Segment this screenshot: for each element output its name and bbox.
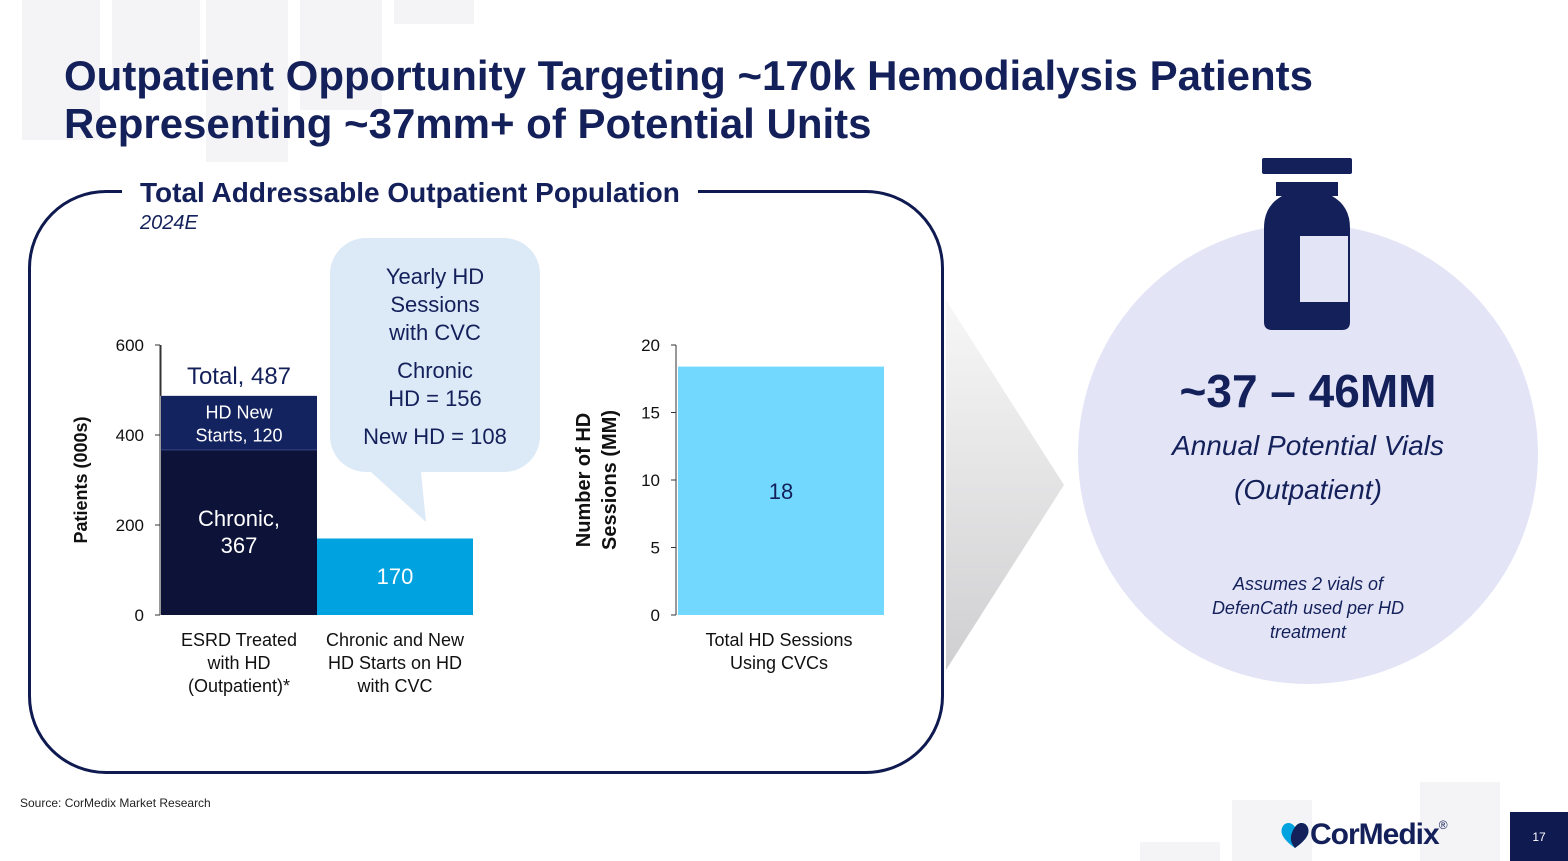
- bubble-line: HD = 156: [388, 386, 482, 411]
- y-tick-label: 0: [135, 606, 144, 625]
- title-line-2: Representing ~37mm+ of Potential Units: [64, 100, 872, 147]
- bar-data-label: HD New: [205, 402, 273, 422]
- background-block: [22, 0, 100, 140]
- y-tick-label: 5: [651, 539, 660, 558]
- background-block: [300, 0, 382, 110]
- background-block: [112, 0, 200, 80]
- panel-title: Total Addressable Outpatient Population: [140, 177, 680, 208]
- bubble-line: Sessions: [390, 292, 480, 317]
- assumption-line: treatment: [1269, 622, 1347, 642]
- x-category-label: Total HD Sessions: [705, 630, 852, 650]
- bar-data-label: Chronic,: [198, 506, 280, 531]
- x-category-label: with CVC: [356, 676, 432, 696]
- bubble-line: Yearly HD: [385, 264, 485, 289]
- vials-range: ~37 – 46MM: [1179, 365, 1437, 417]
- background-block: [1140, 842, 1220, 861]
- x-category-label: Using CVCs: [730, 653, 828, 673]
- background-block: [394, 0, 474, 24]
- x-category-label: ESRD Treated: [181, 630, 297, 650]
- bar-segment: [161, 449, 317, 615]
- source-note: Source: CorMedix Market Research: [20, 796, 211, 810]
- x-category-label: (Outpatient)*: [188, 676, 290, 696]
- cormedix-logo-icon: [1281, 822, 1309, 848]
- bar-data-label: Starts, 120: [195, 425, 282, 445]
- x-category-label: HD Starts on HD: [328, 653, 462, 673]
- assumption-line: DefenCath used per HD: [1211, 598, 1405, 618]
- y-tick-label: 10: [641, 471, 660, 490]
- panel-subtitle: 2024E: [140, 212, 198, 234]
- panel-title-wrap: Total Addressable Outpatient Population: [122, 176, 698, 210]
- background-block: [1420, 782, 1500, 861]
- bubble-line: with CVC: [389, 320, 481, 345]
- bar-data-label: 18: [769, 479, 793, 504]
- y-axis-label: Sessions (MM): [599, 410, 621, 550]
- y-axis-label: Number of HD: [573, 413, 595, 547]
- bar-data-label: 170: [377, 564, 414, 589]
- y-axis-label: Patients (000s): [71, 416, 91, 543]
- y-tick-label: 400: [116, 426, 144, 445]
- cormedix-logo-text: CorMedix®: [1310, 818, 1448, 852]
- vial-icon: [1262, 158, 1352, 330]
- total-annotation: Total, 487: [187, 363, 291, 390]
- vials-label-line-2: (Outpatient): [1234, 474, 1382, 505]
- assumption-line: Assumes 2 vials of: [1232, 574, 1384, 594]
- y-tick-label: 15: [641, 404, 660, 423]
- bubble-line: Chronic: [397, 358, 473, 383]
- y-tick-label: 0: [651, 606, 660, 625]
- bar-data-label: 367: [221, 533, 258, 558]
- assumption-note: Assumes 2 vials of DefenCath used per HD…: [1180, 572, 1436, 644]
- x-category-label: Chronic and New: [326, 630, 465, 650]
- bar-segment: [317, 538, 473, 615]
- speech-bubble: [330, 238, 540, 472]
- x-category-label: with HD: [206, 653, 270, 673]
- slide-title: Outpatient Opportunity Targeting ~170k H…: [64, 52, 1504, 148]
- bar-segment: [161, 395, 317, 450]
- bar: [678, 366, 884, 615]
- logo-wordmark: CorMedix: [1310, 818, 1440, 851]
- y-tick-label: 20: [641, 336, 660, 355]
- y-tick-label: 600: [116, 336, 144, 355]
- bubble-line: New HD = 108: [363, 424, 507, 449]
- vials-label-line-1: Annual Potential Vials: [1172, 430, 1444, 461]
- page-number: 17: [1510, 812, 1568, 861]
- background-block: [206, 0, 288, 162]
- chevron-arrow-shape: [946, 300, 1064, 670]
- y-tick-label: 200: [116, 516, 144, 535]
- logo-registered-mark: ®: [1438, 818, 1448, 832]
- title-line-1: Outpatient Opportunity Targeting ~170k H…: [64, 52, 1313, 99]
